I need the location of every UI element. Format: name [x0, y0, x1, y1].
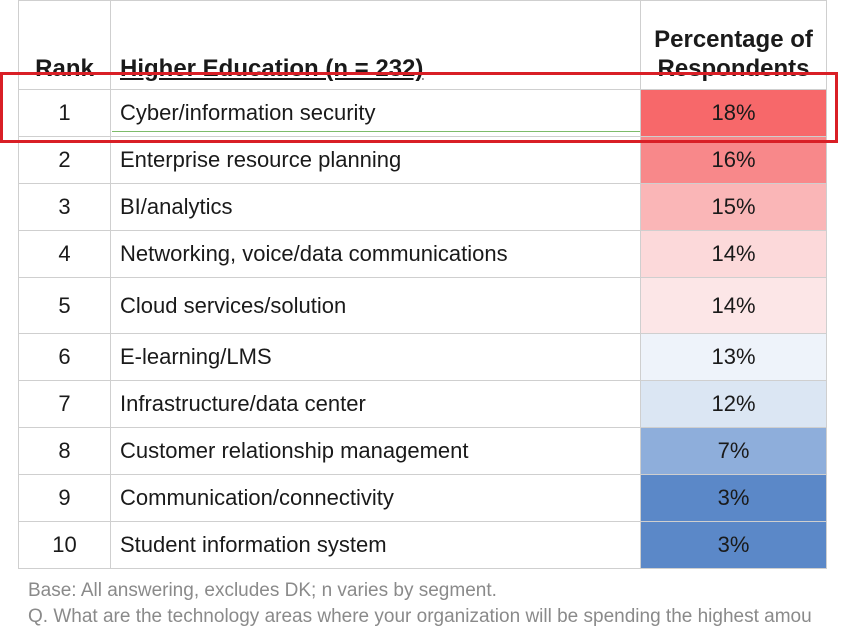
rank-cell: 9 — [18, 474, 111, 522]
percentage-cell: 3% — [640, 521, 827, 569]
percentage-cell: 18% — [640, 89, 827, 137]
percentage-cell: 7% — [640, 427, 827, 475]
pct-header-line1: Percentage of — [654, 26, 813, 53]
rank-cell: 2 — [18, 136, 111, 184]
table-row: 3 BI/analytics 15% — [18, 183, 827, 231]
table-row: 8 Customer relationship management 7% — [18, 427, 827, 475]
rank-cell: 8 — [18, 427, 111, 475]
table-row: 2 Enterprise resource planning 16% — [18, 136, 827, 184]
percentage-column-header: Percentage of Respondents — [640, 0, 827, 90]
percentage-cell: 16% — [640, 136, 827, 184]
percentage-cell: 12% — [640, 380, 827, 428]
table-body: 1 Cyber/information security 18% 2 Enterpris… — [18, 89, 827, 569]
table-row: 5 Cloud services/solution 14% — [18, 277, 827, 334]
rank-cell: 3 — [18, 183, 111, 231]
percentage-cell: 14% — [640, 230, 827, 278]
table-row: 9 Communication/connectivity 3% — [18, 474, 827, 522]
divider-line — [112, 131, 640, 132]
ranking-table-container: Rank Higher Education (n = 232) Percenta… — [18, 0, 827, 569]
table-row: 4 Networking, voice/data communications 14… — [18, 230, 827, 278]
ranking-table: Rank Higher Education (n = 232) Percenta… — [18, 0, 827, 569]
area-column-header: Higher Education (n = 232) — [110, 0, 641, 90]
area-header-label: Higher Education (n = 232) — [120, 55, 424, 82]
percentage-cell: 15% — [640, 183, 827, 231]
percentage-cell: 14% — [640, 277, 827, 334]
percentage-cell: 13% — [640, 333, 827, 381]
technology-area-cell: Cyber/information security — [110, 89, 641, 137]
technology-area-cell: BI/analytics — [110, 183, 641, 231]
table-row: 1 Cyber/information security 18% — [18, 89, 827, 137]
technology-area-cell: Enterprise resource planning — [110, 136, 641, 184]
footnote-question: Q. What are the technology areas where y… — [28, 606, 812, 627]
rank-cell: 5 — [18, 277, 111, 334]
table-row: 10 Student information system 3% — [18, 521, 827, 569]
pct-header-line2: Respondents — [657, 55, 810, 82]
rank-cell: 7 — [18, 380, 111, 428]
technology-area-cell: Networking, voice/data communications — [110, 230, 641, 278]
technology-area-cell: E-learning/LMS — [110, 333, 641, 381]
rank-cell: 1 — [18, 89, 111, 137]
table-row: 7 Infrastructure/data center 12% — [18, 380, 827, 428]
percentage-cell: 3% — [640, 474, 827, 522]
technology-area-cell: Student information system — [110, 521, 641, 569]
technology-area-cell: Cloud services/solution — [110, 277, 641, 334]
rank-cell: 4 — [18, 230, 111, 278]
rank-header-label: Rank — [35, 55, 94, 82]
rank-column-header: Rank — [18, 0, 111, 90]
technology-area-cell: Infrastructure/data center — [110, 380, 641, 428]
table-row: 6 E-learning/LMS 13% — [18, 333, 827, 381]
technology-area-cell: Customer relationship management — [110, 427, 641, 475]
technology-area-cell: Communication/connectivity — [110, 474, 641, 522]
rank-cell: 10 — [18, 521, 111, 569]
rank-cell: 6 — [18, 333, 111, 381]
footnote-base: Base: All answering, excludes DK; n vari… — [28, 580, 497, 601]
table-header-row: Rank Higher Education (n = 232) Percenta… — [18, 0, 827, 90]
